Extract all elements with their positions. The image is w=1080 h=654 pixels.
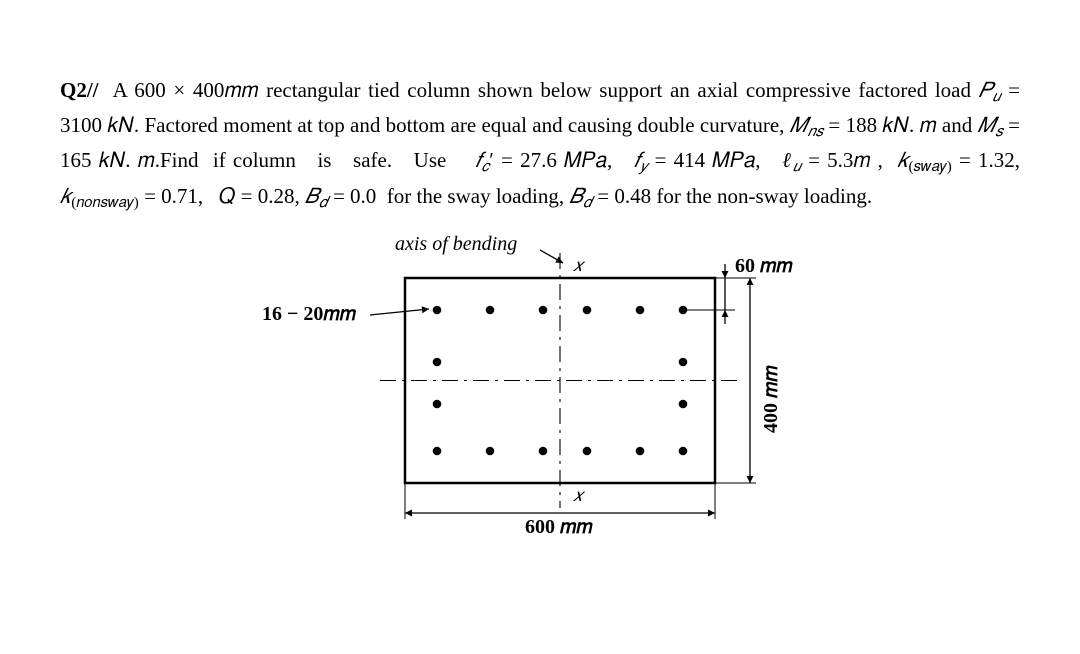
x-axis-top-label: 𝑥 — [573, 255, 583, 276]
cross-section-svg — [180, 233, 900, 543]
problem-text: Q2// A 600 × 400𝑚𝑚 rectangular tied colu… — [60, 74, 1020, 215]
x-axis-bottom-label: 𝑥 — [573, 485, 583, 506]
height-400mm-label: 400 𝑚𝑚 — [760, 365, 783, 432]
cover-60mm-label: 60 𝑚𝑚 — [735, 255, 792, 278]
axis-of-bending-label: axis of bending — [395, 233, 517, 256]
q-label: Q2// — [60, 78, 99, 102]
width-600mm-label: 600 𝑚𝑚 — [525, 516, 592, 539]
column-cross-section-figure: axis of bending 16 − 20𝑚𝑚 𝑥 𝑥 60 𝑚𝑚 600 … — [180, 233, 900, 543]
rebar-count-label: 16 − 20𝑚𝑚 — [262, 303, 356, 326]
